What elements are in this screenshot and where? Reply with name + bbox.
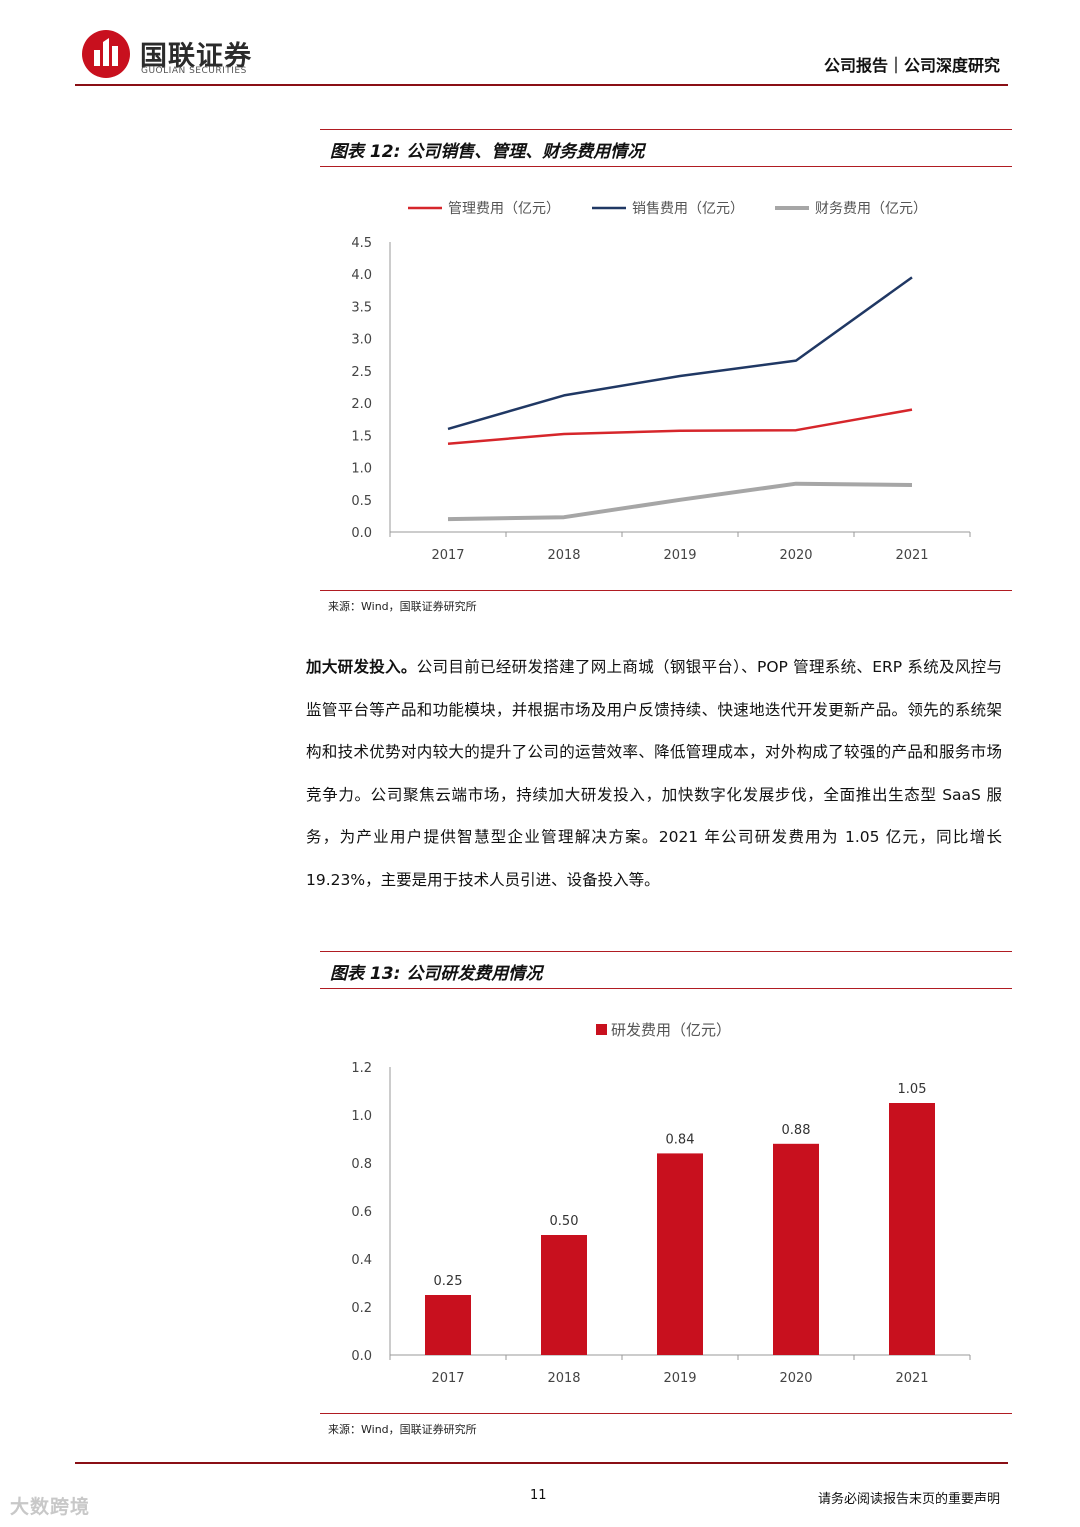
y-tick-label: 0.0 — [351, 526, 372, 541]
y-tick-label: 3.5 — [351, 300, 372, 315]
guolian-logo-icon — [80, 28, 132, 80]
y-tick-label: 2.0 — [351, 397, 372, 412]
figure13-source: 来源：Wind，国联证券研究所 — [328, 1423, 477, 1436]
y-tick-label: 0.4 — [351, 1253, 372, 1268]
x-tick-label: 2020 — [779, 548, 812, 563]
x-tick-label: 2020 — [779, 1371, 812, 1386]
x-tick-label: 2021 — [895, 1371, 928, 1386]
y-tick-label: 0.6 — [351, 1205, 372, 1220]
legend-label-1: 管理费用（亿元） — [448, 201, 560, 217]
page-number: 11 — [530, 1488, 547, 1503]
y-tick-label: 2.5 — [351, 365, 372, 380]
rd-investment-paragraph: 加大研发投入。公司目前已经研发搭建了网上商城（钢银平台）、POP 管理系统、ER… — [306, 646, 1002, 901]
y-tick-label: 1.5 — [351, 429, 372, 444]
figure12-title: 图表 12: 公司销售、管理、财务费用情况 — [330, 142, 645, 162]
bar-data-label: 1.05 — [898, 1082, 927, 1097]
figure12-title-bar: 图表 12: 公司销售、管理、财务费用情况 — [320, 129, 1012, 167]
legend-label-2: 销售费用（亿元） — [632, 201, 744, 217]
bar — [889, 1103, 935, 1355]
x-tick-label: 2019 — [663, 1371, 696, 1386]
logo-text-cn: 国联证券 — [140, 41, 252, 72]
figure12-source: 来源：Wind，国联证券研究所 — [328, 600, 477, 613]
x-tick-label: 2021 — [895, 548, 928, 563]
bar-data-label: 0.84 — [666, 1132, 695, 1147]
y-tick-label: 1.2 — [351, 1061, 372, 1076]
series-line-2 — [447, 276, 913, 431]
y-tick-label: 0.5 — [351, 494, 372, 509]
x-tick-label: 2017 — [431, 548, 464, 563]
series-line-1 — [447, 408, 913, 445]
figure13-source-divider — [320, 1413, 1012, 1414]
x-tick-label: 2017 — [431, 1371, 464, 1386]
y-tick-label: 3.0 — [351, 333, 372, 348]
watermark: 大数跨境 — [10, 1496, 91, 1518]
figure13-title: 图表 13: 公司研发费用情况 — [330, 964, 543, 984]
figure12-source-divider — [320, 590, 1012, 591]
paragraph-lead: 加大研发投入。 — [306, 658, 417, 676]
bar — [425, 1295, 471, 1355]
header-divider — [75, 84, 1008, 86]
report-type: 公司报告｜公司深度研究 — [823, 56, 1000, 75]
bar — [541, 1235, 587, 1355]
bar-data-label: 0.88 — [782, 1123, 811, 1138]
series-line-3 — [447, 481, 913, 522]
y-tick-label: 1.0 — [351, 1109, 372, 1124]
y-tick-label: 1.0 — [351, 462, 372, 477]
bar-data-label: 0.50 — [550, 1214, 579, 1229]
bar-chart-rd: 研发费用（亿元） 0.0 0.2 0.4 0.6 0.8 1.0 1.2 2017 2018 201… — [351, 1021, 971, 1386]
logo-text-en: GUOLIAN SECURITIES — [141, 66, 247, 76]
line-chart-expenses: 管理费用（亿元） 销售费用（亿元） 财务费用（亿元） 0.0 0.5 1.0 1.5 2.0 2… — [351, 201, 971, 563]
bar — [657, 1153, 703, 1355]
y-tick-label: 4.0 — [351, 268, 372, 283]
legend-label: 研发费用（亿元） — [611, 1021, 731, 1039]
footer-divider — [75, 1462, 1008, 1464]
figure13-title-bar: 图表 13: 公司研发费用情况 — [320, 951, 1012, 989]
y-tick-label: 0.2 — [351, 1301, 372, 1316]
legend-swatch — [596, 1024, 607, 1035]
bar — [773, 1143, 819, 1355]
y-tick-label: 0.0 — [351, 1349, 372, 1364]
x-tick-label: 2018 — [547, 548, 580, 563]
disclaimer-note: 请务必阅读报告末页的重要声明 — [817, 1492, 1000, 1507]
y-tick-label: 4.5 — [351, 236, 372, 251]
paragraph-body: 公司目前已经研发搭建了网上商城（钢银平台）、POP 管理系统、ERP 系统及风控… — [306, 658, 1002, 889]
bar-data-label: 0.25 — [434, 1274, 463, 1289]
y-tick-label: 0.8 — [351, 1157, 372, 1172]
legend-label-3: 财务费用（亿元） — [815, 201, 927, 217]
x-tick-label: 2019 — [663, 548, 696, 563]
x-tick-label: 2018 — [547, 1371, 580, 1386]
